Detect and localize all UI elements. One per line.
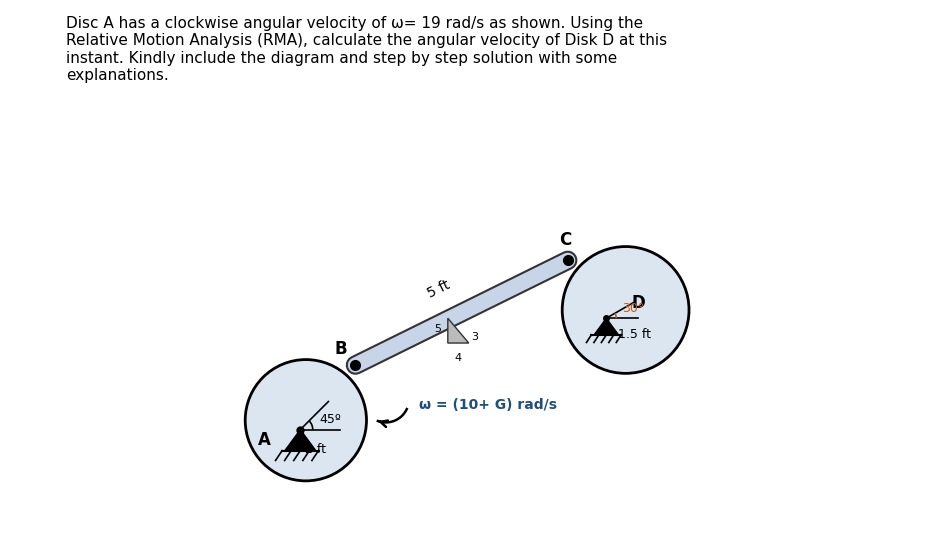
Text: 45º: 45º xyxy=(319,413,341,426)
Text: 1.5 ft: 1.5 ft xyxy=(618,328,651,341)
Text: B: B xyxy=(335,340,347,359)
Text: 3: 3 xyxy=(471,332,479,342)
Text: 5 ft: 5 ft xyxy=(426,277,453,300)
Polygon shape xyxy=(594,318,618,335)
Polygon shape xyxy=(447,318,468,343)
Text: 5: 5 xyxy=(434,324,441,334)
Text: A: A xyxy=(258,431,271,449)
Text: ω = (10+ G) rad/s: ω = (10+ G) rad/s xyxy=(419,398,556,412)
Circle shape xyxy=(562,247,689,374)
Text: 4: 4 xyxy=(455,353,462,363)
Text: 2 ft: 2 ft xyxy=(305,443,326,456)
Text: 30°: 30° xyxy=(622,302,644,315)
Text: C: C xyxy=(558,232,571,249)
Circle shape xyxy=(246,360,367,481)
Text: D: D xyxy=(631,294,646,312)
Polygon shape xyxy=(285,429,316,451)
Text: Disc A has a clockwise angular velocity of ω= 19 rad/s as shown. Using the
Relat: Disc A has a clockwise angular velocity … xyxy=(66,16,667,83)
